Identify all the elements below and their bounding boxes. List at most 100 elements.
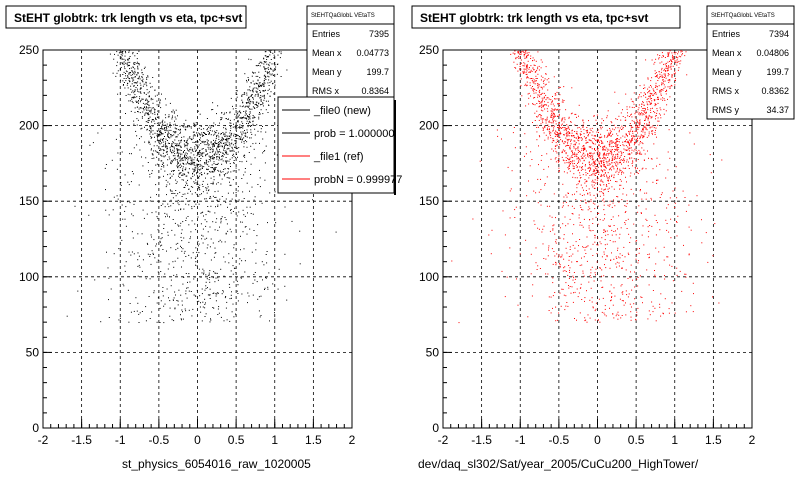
right-scatter-point xyxy=(594,143,596,145)
left-scatter-point xyxy=(164,206,166,208)
left-scatter-point xyxy=(264,61,266,63)
right-scatter-point xyxy=(601,311,603,313)
left-scatter-point xyxy=(176,152,178,154)
right-scatter-point xyxy=(576,133,578,135)
left-scatter-point xyxy=(122,74,124,75)
right-scatter-point xyxy=(592,307,594,309)
left-scatter-point xyxy=(161,126,163,128)
right-scatter-point xyxy=(649,225,651,226)
left-scatter-point xyxy=(164,273,166,275)
left-scatter-point xyxy=(240,127,241,129)
left-scatter-point xyxy=(160,154,162,156)
right-scatter-point xyxy=(618,129,620,131)
right-scatter-point xyxy=(608,169,610,171)
right-scatter-point xyxy=(596,114,598,116)
right-scatter-point xyxy=(626,139,628,140)
left-scatter-point xyxy=(187,149,188,151)
left-scatter-point xyxy=(131,231,133,233)
left-scatter-point xyxy=(194,201,195,203)
left-scatter-point xyxy=(213,146,215,147)
right-scatter-point xyxy=(574,282,576,284)
right-scatter-point xyxy=(636,138,638,140)
left-scatter-point xyxy=(229,184,231,186)
right-scatter-point xyxy=(575,142,577,144)
left-scatter-point xyxy=(152,154,154,156)
left-scatter-point xyxy=(186,142,188,144)
left-scatter-point xyxy=(254,108,256,109)
right-scatter-point xyxy=(568,117,570,119)
left-scatter-point xyxy=(171,170,172,172)
right-scatter-point xyxy=(631,100,633,102)
right-scatter-point xyxy=(649,256,650,258)
left-scatter-point xyxy=(160,168,162,170)
right-scatter-point xyxy=(552,228,554,230)
right-scatter-point xyxy=(669,264,671,266)
left-scatter-point xyxy=(199,163,201,165)
right-scatter-point xyxy=(606,117,608,119)
left-scatter-point xyxy=(148,95,150,97)
right-scatter-point xyxy=(628,142,630,144)
right-scatter-point xyxy=(660,109,662,111)
left-scatter-point xyxy=(125,206,127,208)
left-scatter-point xyxy=(204,198,206,200)
right-scatter-point xyxy=(532,88,534,90)
right-scatter-point xyxy=(678,60,680,62)
right-scatter-point xyxy=(662,79,664,81)
left-scatter-point xyxy=(200,128,202,130)
left-scatter-point xyxy=(178,153,179,155)
left-scatter-point xyxy=(226,152,228,154)
left-scatter-point xyxy=(225,135,227,137)
right-scatter-point xyxy=(554,98,556,100)
right-scatter-point xyxy=(533,81,535,83)
left-scatter-point xyxy=(263,99,265,101)
right-scatter-point xyxy=(701,219,702,221)
right-scatter-point xyxy=(540,159,542,161)
right-scatter-point xyxy=(520,53,522,55)
right-scatter-point xyxy=(607,180,609,182)
right-scatter-point xyxy=(571,155,573,157)
right-scatter-point xyxy=(553,119,555,121)
left-scatter-point xyxy=(208,161,210,163)
right-scatter-point xyxy=(519,253,521,255)
right-scatter-point xyxy=(543,86,545,88)
left-scatter-point xyxy=(221,155,223,157)
left-scatter-point xyxy=(198,152,200,153)
right-scatter-point xyxy=(607,110,609,112)
right-scatter-point xyxy=(552,96,553,97)
left-scatter-point xyxy=(182,221,184,223)
right-scatter-point xyxy=(552,307,553,309)
right-scatter-point xyxy=(584,300,585,302)
right-scatter-point xyxy=(668,81,670,83)
right-scatter-point xyxy=(606,153,608,154)
left-scatter-point xyxy=(247,102,249,104)
right-scatter-point xyxy=(547,138,549,140)
left-scatter-point xyxy=(182,174,184,176)
left-scatter-point xyxy=(143,67,145,69)
left-scatter-point xyxy=(248,116,250,117)
right-scatter-point xyxy=(644,111,646,113)
right-scatter-point xyxy=(573,144,575,146)
right-scatter-point xyxy=(581,224,583,226)
right-scatter-point xyxy=(684,197,686,198)
left-scatter-point xyxy=(185,167,187,169)
right-scatter-point xyxy=(605,147,607,149)
right-scatter-point xyxy=(590,146,592,148)
right-scatter-point xyxy=(624,256,626,258)
left-scatter-point xyxy=(213,163,215,165)
left-scatter-point xyxy=(184,156,186,158)
right-scatter-point xyxy=(569,249,571,250)
right-scatter-point xyxy=(608,163,610,165)
right-scatter-point xyxy=(594,150,596,151)
right-scatter-point xyxy=(612,216,614,218)
left-scatter-point xyxy=(177,193,179,195)
left-scatter-point xyxy=(259,97,261,99)
right-scatter-point xyxy=(572,163,574,165)
right-scatter-point xyxy=(602,149,604,151)
left-scatter-point xyxy=(235,192,237,194)
right-scatter-point xyxy=(610,299,612,301)
right-scatter-point xyxy=(524,63,526,65)
left-scatter-point xyxy=(190,152,192,154)
left-scatter-point xyxy=(280,53,282,55)
right-scatter-point xyxy=(609,200,611,202)
right-scatter-point xyxy=(645,218,647,220)
